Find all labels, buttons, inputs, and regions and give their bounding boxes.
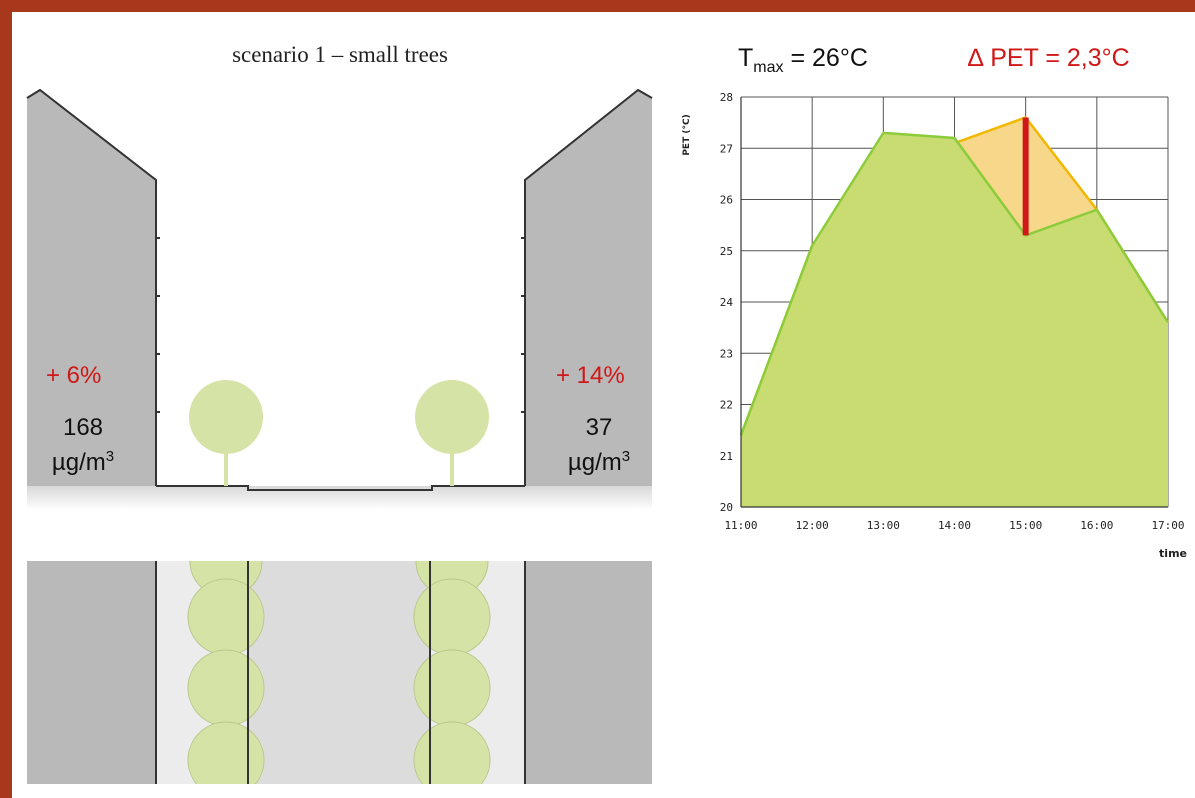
left-concentration: 168 µg/m3 bbox=[28, 413, 138, 477]
plan-tree-row-left bbox=[187, 524, 265, 798]
pet-chart: 20 21 22 23 24 25 26 27 28 11:00 12:00 13:00 14:00 15… bbox=[682, 91, 1187, 560]
right-building-outline bbox=[524, 88, 653, 486]
y-tick-label: 27 bbox=[720, 142, 733, 155]
x-tick-label: 14:00 bbox=[938, 519, 971, 532]
series-line-green bbox=[739, 131, 1170, 436]
right-change: + 14% bbox=[556, 362, 625, 389]
plan-lines bbox=[155, 561, 526, 784]
plan-building-left bbox=[27, 561, 156, 784]
delta-pet-label: ∆ PET = 2,3°C bbox=[968, 44, 1130, 72]
x-axis-label: time bbox=[1159, 547, 1187, 560]
tree-left bbox=[189, 380, 263, 486]
right-building bbox=[525, 90, 652, 486]
left-building-outline bbox=[26, 88, 157, 486]
y-tick-label: 21 bbox=[720, 450, 733, 463]
x-tick-label: 16:00 bbox=[1080, 519, 1113, 532]
street-floor bbox=[156, 485, 525, 491]
x-tick-label: 11:00 bbox=[724, 519, 757, 532]
plan-tree-row-right bbox=[413, 524, 491, 798]
x-tick-label: 15:00 bbox=[1009, 519, 1042, 532]
plan-road bbox=[248, 561, 430, 784]
y-tick-label: 25 bbox=[720, 245, 733, 258]
x-tick-label: 12:00 bbox=[796, 519, 829, 532]
left-building bbox=[27, 90, 156, 486]
y-tick-label: 20 bbox=[720, 501, 733, 514]
tree-right bbox=[415, 380, 489, 486]
scenario-title: scenario 1 – small trees bbox=[232, 42, 448, 67]
series-area-green bbox=[741, 132, 1168, 507]
plan-building-right bbox=[525, 561, 652, 784]
y-tick-label: 23 bbox=[720, 347, 733, 360]
right-value: 37 bbox=[585, 414, 613, 441]
y-tick-label: 24 bbox=[720, 296, 734, 309]
tmax-label: Tmax = 26°C bbox=[738, 44, 868, 76]
y-tick-label: 26 bbox=[720, 194, 733, 207]
left-change: + 6% bbox=[46, 362, 102, 389]
left-unit: µg/m3 bbox=[51, 448, 115, 476]
y-tick-label: 22 bbox=[720, 399, 733, 412]
left-value: 168 bbox=[62, 414, 104, 441]
right-concentration: 37 µg/m3 bbox=[544, 413, 654, 477]
y-axis-label: PET (°C) bbox=[682, 114, 692, 155]
facade-ticks bbox=[156, 237, 525, 413]
x-tick-label: 17:00 bbox=[1151, 519, 1184, 532]
y-tick-label: 28 bbox=[720, 91, 733, 104]
x-tick-label: 13:00 bbox=[867, 519, 900, 532]
right-unit: µg/m3 bbox=[567, 448, 631, 476]
